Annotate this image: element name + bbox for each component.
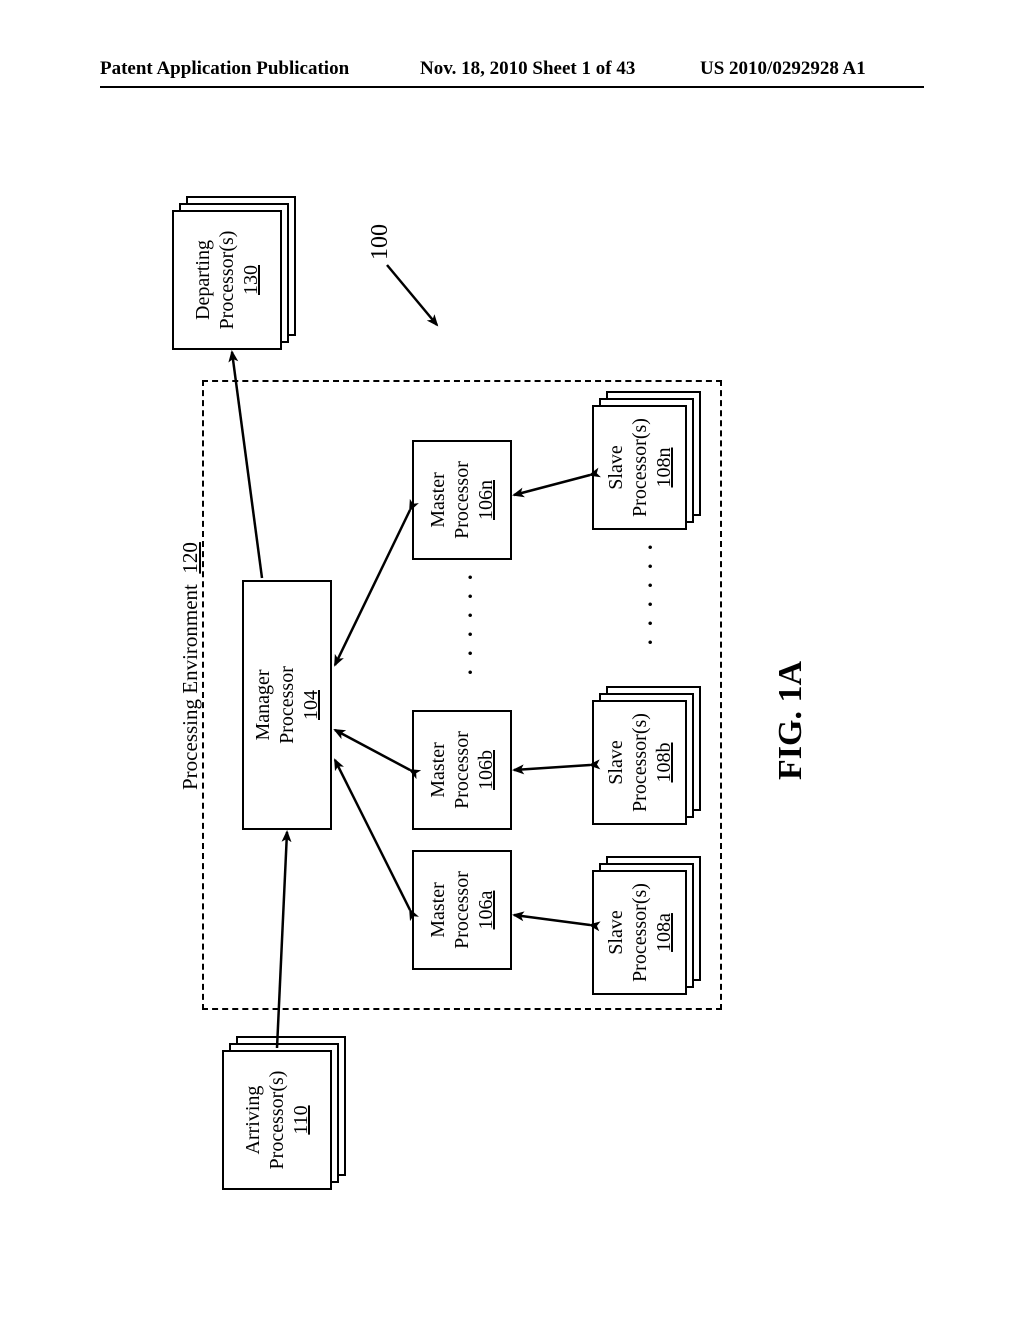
connectors-svg — [112, 180, 912, 1220]
header-date-sheet: Nov. 18, 2010 Sheet 1 of 43 — [420, 58, 635, 80]
page: Patent Application Publication Nov. 18, … — [0, 0, 1024, 1320]
header-publication-label: Patent Application Publication — [100, 58, 349, 80]
figure-1a-container: Processing Environment 120 Arriving Proc… — [112, 180, 912, 1220]
header-publication-number: US 2010/0292928 A1 — [700, 58, 866, 80]
figure-1a-diagram: Processing Environment 120 Arriving Proc… — [112, 180, 912, 1220]
header-rule — [100, 86, 924, 88]
